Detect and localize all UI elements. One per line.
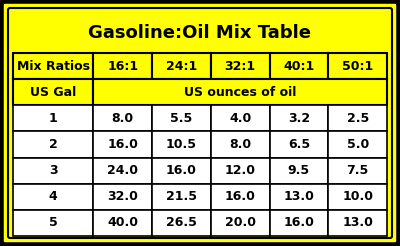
Bar	[152, 53, 211, 79]
Bar	[152, 184, 211, 210]
Bar	[270, 184, 328, 210]
Bar	[328, 105, 387, 131]
Text: 16.0: 16.0	[284, 216, 314, 230]
Text: 5: 5	[49, 216, 58, 230]
Bar	[13, 105, 94, 131]
Text: 8.0: 8.0	[112, 112, 134, 125]
Bar	[94, 184, 152, 210]
Text: 7.5: 7.5	[346, 164, 369, 177]
Text: 9.5: 9.5	[288, 164, 310, 177]
Bar	[211, 131, 270, 158]
Bar	[211, 105, 270, 131]
Bar	[94, 53, 152, 79]
Text: 50:1: 50:1	[342, 60, 373, 73]
Bar	[94, 79, 387, 105]
Text: Gasoline:Oil Mix Table: Gasoline:Oil Mix Table	[88, 24, 312, 42]
Bar	[94, 210, 152, 236]
Bar	[328, 184, 387, 210]
Text: 1: 1	[49, 112, 58, 125]
Bar	[328, 131, 387, 158]
Bar	[270, 210, 328, 236]
Text: 21.5: 21.5	[166, 190, 197, 203]
Text: 4: 4	[49, 190, 58, 203]
Bar	[270, 105, 328, 131]
Text: 4.0: 4.0	[229, 112, 251, 125]
Bar	[152, 105, 211, 131]
Text: 13.0: 13.0	[342, 216, 373, 230]
Text: 2.5: 2.5	[346, 112, 369, 125]
Bar	[13, 131, 94, 158]
Bar	[13, 184, 94, 210]
Text: 8.0: 8.0	[229, 138, 251, 151]
Text: 24:1: 24:1	[166, 60, 197, 73]
Bar	[13, 79, 94, 105]
Bar	[211, 158, 270, 184]
Bar	[211, 53, 270, 79]
Text: 3.2: 3.2	[288, 112, 310, 125]
Bar	[152, 158, 211, 184]
Bar	[152, 131, 211, 158]
Bar	[13, 53, 94, 79]
Bar	[94, 105, 152, 131]
Text: 10.0: 10.0	[342, 190, 373, 203]
Text: 3: 3	[49, 164, 58, 177]
Text: 5.5: 5.5	[170, 112, 193, 125]
Text: 26.5: 26.5	[166, 216, 197, 230]
Bar	[270, 131, 328, 158]
Bar	[328, 210, 387, 236]
Bar	[211, 184, 270, 210]
Bar	[13, 210, 94, 236]
Text: 13.0: 13.0	[284, 190, 314, 203]
Text: 24.0: 24.0	[107, 164, 138, 177]
Text: 40.0: 40.0	[107, 216, 138, 230]
Text: 2: 2	[49, 138, 58, 151]
Text: 10.5: 10.5	[166, 138, 197, 151]
Text: 16.0: 16.0	[166, 164, 197, 177]
Bar	[211, 210, 270, 236]
Bar	[152, 210, 211, 236]
Text: 5.0: 5.0	[346, 138, 369, 151]
Text: Mix Ratios: Mix Ratios	[17, 60, 90, 73]
Bar	[328, 53, 387, 79]
Bar	[270, 53, 328, 79]
Bar	[13, 158, 94, 184]
Text: 40:1: 40:1	[283, 60, 314, 73]
Text: 32:1: 32:1	[225, 60, 256, 73]
Text: 16:1: 16:1	[107, 60, 138, 73]
Bar	[328, 158, 387, 184]
Text: 16.0: 16.0	[225, 190, 256, 203]
Text: 20.0: 20.0	[225, 216, 256, 230]
Text: US ounces of oil: US ounces of oil	[184, 86, 296, 99]
Text: 12.0: 12.0	[225, 164, 256, 177]
Text: US Gal: US Gal	[30, 86, 76, 99]
Text: 6.5: 6.5	[288, 138, 310, 151]
Text: 16.0: 16.0	[107, 138, 138, 151]
Bar	[270, 158, 328, 184]
Text: 32.0: 32.0	[107, 190, 138, 203]
Bar	[94, 158, 152, 184]
Bar	[94, 131, 152, 158]
